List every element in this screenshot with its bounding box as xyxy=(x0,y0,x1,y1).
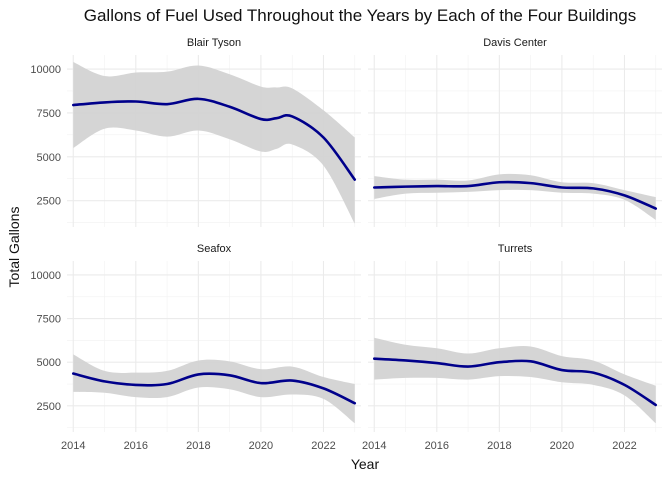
x-tick-label: 2016 xyxy=(425,440,449,452)
y-tick-label: 2500 xyxy=(37,401,61,413)
panel-turrets: Turrets 2014 2016 2018 2020 2022 xyxy=(362,243,662,452)
panel-strip-label: Davis Center xyxy=(483,37,547,49)
x-tick-label: 2018 xyxy=(487,440,511,452)
y-tick-label: 5000 xyxy=(37,152,61,164)
confidence-band xyxy=(374,337,656,424)
series-line xyxy=(71,372,357,405)
panel-strip-label: Turrets xyxy=(498,243,533,255)
panel-strip-label: Seafox xyxy=(197,243,232,255)
series-line xyxy=(372,180,658,210)
panel-seafox: Seafox 2500 5000 7500 10000 2014 2016 2018 2020 2… xyxy=(30,243,361,452)
y-tick-label: 7500 xyxy=(37,108,61,120)
panel-strip-label: Blair Tyson xyxy=(187,37,241,49)
y-tick-label: 10000 xyxy=(30,270,61,282)
y-tick-label: 5000 xyxy=(37,357,61,369)
panels-group: Blair Tyson 2500 5000 7500 10000 Davis Center… xyxy=(30,37,662,452)
series-line xyxy=(71,97,357,181)
y-tick-label: 2500 xyxy=(37,196,61,208)
chart-title: Gallons of Fuel Used Throughout the Year… xyxy=(84,6,637,25)
x-tick-label: 2018 xyxy=(186,440,210,452)
y-axis-title: Total Gallons xyxy=(6,207,22,288)
x-tick-label: 2016 xyxy=(124,440,148,452)
panel-blair-tyson: Blair Tyson 2500 5000 7500 10000 xyxy=(30,37,361,227)
confidence-band xyxy=(73,354,355,424)
x-tick-label: 2014 xyxy=(61,440,85,452)
y-tick-label: 10000 xyxy=(30,64,61,76)
series-line xyxy=(372,357,658,407)
x-tick-label: 2020 xyxy=(550,440,574,452)
y-tick-label: 7500 xyxy=(37,314,61,326)
x-tick-label: 2022 xyxy=(612,440,636,452)
x-tick-label: 2022 xyxy=(311,440,335,452)
confidence-band xyxy=(374,173,656,220)
confidence-band xyxy=(73,62,355,224)
x-tick-label: 2020 xyxy=(249,440,273,452)
x-tick-label: 2014 xyxy=(362,440,386,452)
panel-davis-center: Davis Center xyxy=(368,37,662,227)
x-axis-title: Year xyxy=(351,456,380,472)
